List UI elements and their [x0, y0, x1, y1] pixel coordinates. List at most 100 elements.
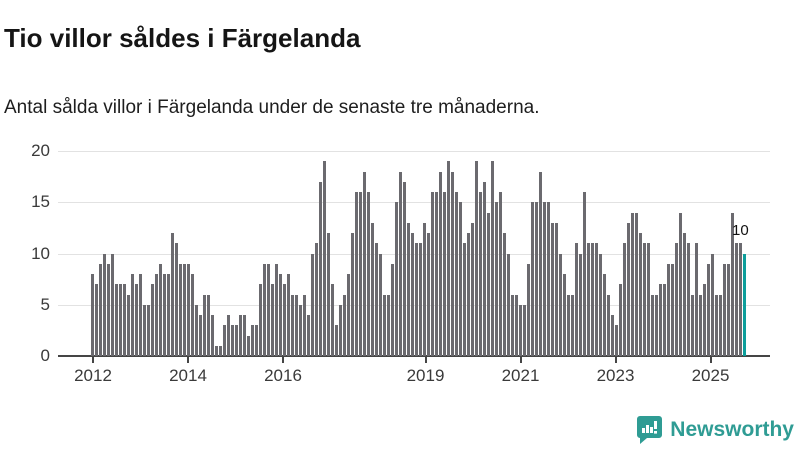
- bar: [474, 161, 478, 357]
- bar: [406, 222, 410, 357]
- bar: [174, 243, 178, 357]
- bar: [126, 294, 130, 356]
- gridline: [58, 253, 770, 255]
- bar: [470, 222, 474, 357]
- bar: [610, 315, 614, 356]
- bar: [734, 243, 738, 357]
- bar: [410, 233, 414, 356]
- bar: [242, 315, 246, 356]
- bar: [550, 222, 554, 357]
- bar: [434, 192, 438, 356]
- bar: [578, 253, 582, 356]
- bar: [558, 253, 562, 356]
- brand-name: Newsworthy: [670, 417, 794, 441]
- bar: [114, 284, 118, 357]
- bar: [662, 284, 666, 357]
- bar: [302, 294, 306, 356]
- bar: [374, 243, 378, 357]
- x-axis-tick-label: 2023: [596, 366, 635, 385]
- bar: [134, 284, 138, 357]
- y-axis-tick-label: 15: [31, 192, 50, 212]
- bar: [726, 263, 730, 357]
- bar: [362, 171, 366, 356]
- bar: [234, 325, 238, 357]
- bar: [614, 325, 618, 357]
- bar: [646, 243, 650, 357]
- bar: [570, 294, 574, 356]
- x-axis-tick: [424, 357, 427, 363]
- bar: [334, 325, 338, 357]
- bar: [270, 284, 274, 357]
- bar: [562, 274, 566, 356]
- bar: [262, 263, 266, 357]
- bar: [514, 294, 518, 356]
- bar: [318, 181, 322, 357]
- bar: [90, 274, 94, 356]
- bar: [478, 192, 482, 356]
- bar: [214, 345, 218, 357]
- x-axis-tick-label: 2025: [691, 366, 730, 385]
- bar: [502, 233, 506, 356]
- y-axis-tick-label: 0: [40, 346, 50, 365]
- chart-subtitle: Antal sålda villor i Färgelanda under de…: [4, 97, 540, 118]
- bar: [398, 171, 402, 356]
- bar: [450, 171, 454, 356]
- bar: [342, 294, 346, 356]
- bar: [102, 253, 106, 356]
- bar: [586, 243, 590, 357]
- bar: [462, 243, 466, 357]
- bar: [542, 202, 546, 357]
- bar: [738, 243, 742, 357]
- bar: [170, 233, 174, 356]
- bar: [130, 274, 134, 356]
- bar: [370, 222, 374, 357]
- bar: [590, 243, 594, 357]
- bar: [446, 161, 450, 357]
- bar: [94, 284, 98, 357]
- bar: [194, 304, 198, 357]
- x-axis-tick: [187, 357, 189, 363]
- bar: [494, 202, 498, 357]
- bar: [98, 263, 102, 357]
- bar: [258, 284, 262, 357]
- x-axis-tick-label: 2014: [169, 366, 207, 385]
- bar: [178, 263, 182, 357]
- bar: [638, 233, 642, 356]
- bar: [722, 263, 726, 357]
- bar: [658, 284, 662, 357]
- bar: [702, 284, 706, 357]
- bar: [162, 274, 166, 356]
- x-axis-tick-label: 2019: [406, 366, 445, 385]
- gridline: [58, 304, 770, 306]
- bar: [198, 315, 202, 356]
- bar: [354, 192, 358, 356]
- bar: [730, 212, 734, 356]
- bar: [166, 274, 170, 356]
- bar: [322, 161, 326, 357]
- bar: [686, 243, 690, 357]
- bar: [482, 181, 486, 357]
- bar: [618, 284, 622, 357]
- bar: [402, 181, 406, 357]
- bar: [438, 171, 442, 356]
- bar: [554, 222, 558, 357]
- bar: [718, 294, 722, 356]
- newsworthy-logo-icon: [636, 415, 663, 444]
- highlighted-bar: [742, 253, 746, 356]
- bar: [110, 253, 114, 356]
- y-axis-tick-label: 20: [31, 141, 50, 160]
- x-axis-tick: [519, 357, 522, 363]
- bar: [490, 161, 494, 357]
- bar: [358, 192, 362, 356]
- bar: [666, 263, 670, 357]
- bar: [530, 202, 534, 357]
- bar: [394, 202, 398, 357]
- bar: [466, 233, 470, 356]
- bar: [566, 294, 570, 356]
- bar: [650, 294, 654, 356]
- bar: [598, 253, 602, 356]
- bar: [326, 233, 330, 356]
- bar: [382, 294, 386, 356]
- bar: [706, 263, 710, 357]
- bar: [442, 192, 446, 356]
